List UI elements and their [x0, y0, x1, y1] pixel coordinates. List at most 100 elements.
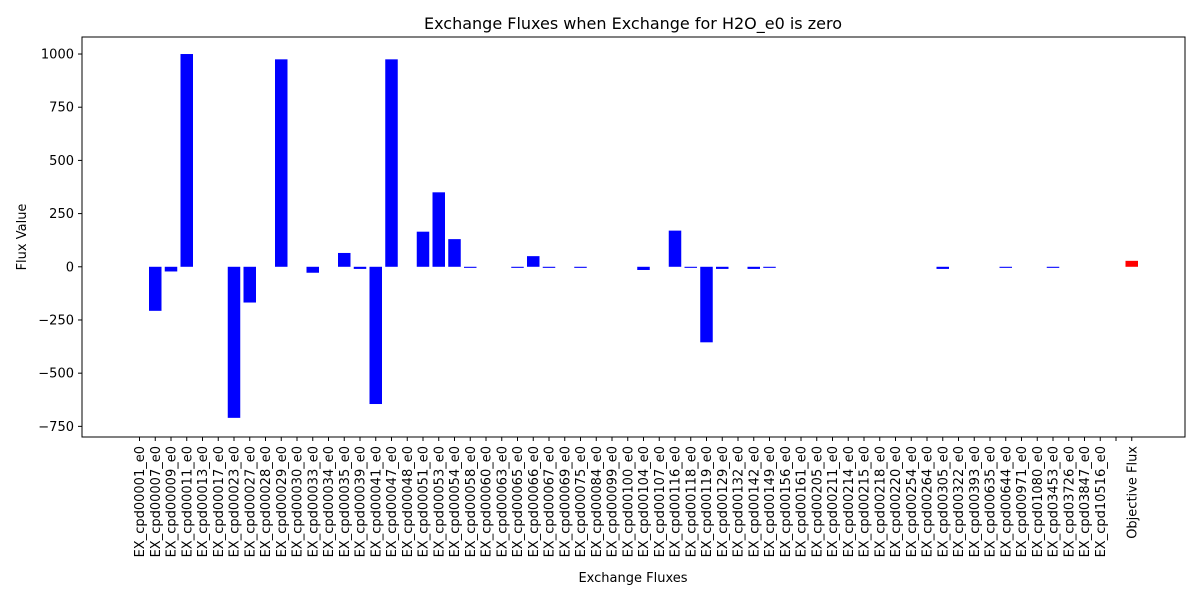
x-tick-label: EX_cpd00322_e0	[952, 446, 967, 557]
x-tick-label: EX_cpd00067_e0	[543, 446, 558, 557]
bar-ex-cpd00009-e0	[164, 266, 178, 272]
x-tick-label: EX_cpd00066_e0	[527, 446, 542, 557]
x-tick-label: EX_cpd00132_e0	[732, 446, 747, 557]
bar-ex-cpd00041-e0	[369, 266, 382, 405]
x-tick-label: EX_cpd00017_e0	[212, 446, 227, 557]
x-tick-label: EX_cpd00028_e0	[259, 446, 274, 557]
x-tick-label: EX_cpd00075_e0	[574, 446, 589, 557]
y-tick-label: −250	[38, 313, 74, 328]
bar-ex-cpd00011-e0	[180, 54, 193, 267]
bar-ex-cpd00033-e0	[306, 266, 319, 273]
x-tick-label: EX_cpd00215_e0	[858, 446, 873, 557]
x-tick-label: EX_cpd00211_e0	[826, 446, 841, 557]
bar-ex-cpd00075-e0	[574, 266, 587, 268]
x-tick-label: EX_cpd00023_e0	[228, 446, 243, 557]
x-tick-label: EX_cpd00033_e0	[306, 446, 321, 557]
bar-ex-cpd00066-e0	[527, 256, 540, 267]
bar-ex-cpd00054-e0	[448, 239, 461, 267]
x-tick-label: EX_cpd00129_e0	[716, 446, 731, 557]
x-tick-label: EX_cpd00118_e0	[684, 446, 699, 557]
bars-group	[149, 54, 1138, 418]
chart-title: Exchange Fluxes when Exchange for H2O_e0…	[424, 14, 842, 34]
x-tick-label: EX_cpd00218_e0	[873, 446, 888, 557]
x-tick-label: EX_cpd00039_e0	[354, 446, 369, 557]
x-tick-label: EX_cpd00063_e0	[495, 446, 510, 557]
x-tick-label: EX_cpd10516_e0	[1094, 446, 1109, 557]
x-tick-label: EX_cpd00104_e0	[637, 446, 652, 557]
bar-ex-cpd00065-e0	[511, 266, 524, 268]
x-tick-label: EX_cpd00305_e0	[936, 446, 951, 557]
bar-ex-cpd00047-e0	[385, 59, 398, 267]
bar-ex-cpd00058-e0	[464, 266, 477, 268]
x-axis: EX_cpd00001_e0 EX_cpd00007_e0 EX_cpd00009_…	[133, 437, 1140, 557]
x-tick-label: EX_cpd00027_e0	[243, 446, 258, 557]
x-tick-label: EX_cpd00119_e0	[700, 446, 715, 557]
bar-ex-cpd00129-e0	[716, 266, 729, 269]
bar-ex-cpd00027-e0	[243, 266, 256, 303]
bar-ex-cpd00007-e0	[149, 266, 162, 311]
plot-frame	[81, 36, 1186, 438]
x-tick-label: EX_cpd03453_e0	[1047, 446, 1062, 557]
x-tick-label: EX_cpd00264_e0	[921, 446, 936, 557]
x-tick-label: EX_cpd00013_e0	[196, 446, 211, 557]
x-tick-label: EX_cpd00035_e0	[338, 446, 353, 557]
x-tick-label: EX_cpd00065_e0	[511, 446, 526, 557]
x-tick-label: EX_cpd00058_e0	[464, 446, 479, 557]
y-tick-label: 500	[49, 154, 74, 169]
bar-ex-cpd00053-e0	[432, 192, 445, 267]
y-axis-label: Flux Value	[15, 204, 30, 271]
x-tick-label: EX_cpd00635_e0	[984, 446, 999, 557]
x-tick-label: EX_cpd01080_e0	[1031, 446, 1046, 557]
x-tick-label: EX_cpd00011_e0	[180, 446, 195, 557]
bar-ex-cpd00644-e0	[999, 266, 1012, 268]
y-tick-label: −500	[38, 367, 74, 382]
x-tick-label: EX_cpd00084_e0	[590, 446, 605, 557]
x-tick-label: EX_cpd00971_e0	[1015, 446, 1030, 557]
bar-ex-cpd00051-e0	[416, 231, 430, 267]
x-tick-label: EX_cpd00254_e0	[905, 446, 920, 557]
x-tick-label: EX_cpd00644_e0	[999, 446, 1014, 557]
x-tick-label: EX_cpd00161_e0	[795, 446, 810, 557]
bar-ex-cpd03453-e0	[1046, 266, 1060, 268]
x-tick-label: EX_cpd00048_e0	[401, 446, 416, 557]
y-tick-label: 250	[49, 207, 74, 222]
bar-ex-cpd00023-e0	[227, 266, 241, 418]
bar-ex-cpd00118-e0	[684, 266, 697, 268]
x-tick-label: EX_cpd00029_e0	[275, 446, 290, 557]
bar-ex-cpd00149-e0	[763, 266, 776, 268]
x-tick-label: EX_cpd00116_e0	[669, 446, 684, 557]
x-tick-label: EX_cpd00142_e0	[747, 446, 762, 557]
x-tick-label: EX_cpd00001_e0	[133, 446, 148, 557]
bar-objective-flux	[1125, 260, 1138, 267]
x-tick-label: EX_cpd00069_e0	[558, 446, 573, 557]
x-tick-label: EX_cpd00051_e0	[417, 446, 432, 557]
y-tick-label: 0	[66, 260, 74, 275]
x-tick-label: EX_cpd00053_e0	[432, 446, 447, 557]
y-axis: −750 −500 −250 0 250 500 750 1000	[38, 48, 82, 435]
bar-ex-cpd00104-e0	[637, 266, 650, 270]
x-tick-label: EX_cpd00214_e0	[842, 446, 857, 557]
x-axis-label: Exchange Fluxes	[578, 571, 687, 586]
x-tick-label: EX_cpd00041_e0	[369, 446, 384, 557]
x-tick-label: EX_cpd03847_e0	[1078, 446, 1093, 557]
x-tick-label: EX_cpd00156_e0	[779, 446, 794, 557]
bar-ex-cpd00305-e0	[936, 266, 949, 269]
y-tick-label: −750	[38, 420, 74, 435]
x-tick-label: EX_cpd00107_e0	[653, 446, 668, 557]
y-tick-label: 1000	[41, 48, 74, 63]
x-tick-label: EX_cpd00100_e0	[621, 446, 636, 557]
bar-ex-cpd00119-e0	[700, 266, 713, 343]
bar-ex-cpd00067-e0	[542, 266, 556, 268]
x-tick-label: EX_cpd00009_e0	[165, 446, 180, 557]
x-tick-label: EX_cpd00205_e0	[810, 446, 825, 557]
x-tick-label: EX_cpd00054_e0	[448, 446, 463, 557]
x-tick-label: Objective Flux	[1125, 446, 1140, 539]
x-tick-label: EX_cpd00220_e0	[889, 446, 904, 557]
x-tick-label: EX_cpd00393_e0	[968, 446, 983, 557]
x-tick-label: EX_cpd00060_e0	[480, 446, 495, 557]
bar-ex-cpd00039-e0	[353, 266, 367, 269]
x-tick-label: EX_cpd00047_e0	[385, 446, 400, 557]
x-tick-label: EX_cpd00034_e0	[322, 446, 337, 557]
bar-ex-cpd00142-e0	[747, 266, 760, 269]
